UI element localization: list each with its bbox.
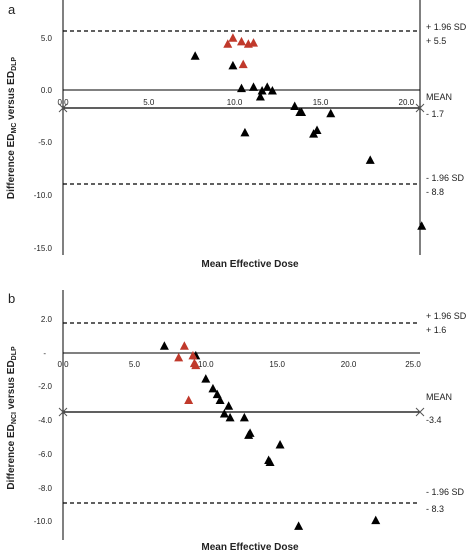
panel-label-a: a bbox=[8, 2, 16, 17]
mean-label-a: MEAN bbox=[426, 92, 452, 102]
data-point bbox=[208, 383, 218, 393]
y-tick-label: -5.0 bbox=[38, 138, 52, 147]
x-tick-label: 5.0 bbox=[143, 98, 155, 107]
data-point bbox=[191, 360, 201, 370]
x-tick-label: 25.0 bbox=[405, 360, 421, 369]
x-tick-label: 15.0 bbox=[269, 360, 285, 369]
data-point bbox=[245, 428, 255, 437]
lower-limit-label-a: - 1.96 SD bbox=[426, 173, 465, 183]
lower-limit-value-b: - 8.3 bbox=[426, 504, 444, 514]
y-tick-label: - bbox=[43, 349, 46, 358]
data-point bbox=[188, 350, 198, 360]
y-ticks-a: 5.0 0.0 -5.0 -10.0 -15.0 bbox=[34, 34, 53, 253]
data-point bbox=[239, 412, 249, 422]
panel-a: a 0.0 5.0 10.0 15.0 20.0 5.0 0.0 -5.0 -1… bbox=[6, 0, 467, 270]
data-point bbox=[225, 412, 235, 422]
x-tick-label: 0.0 bbox=[57, 98, 69, 107]
x-tick-label: 15.0 bbox=[313, 98, 329, 107]
data-point bbox=[297, 107, 307, 117]
data-point bbox=[228, 33, 238, 42]
y-tick-label: -6.0 bbox=[38, 450, 52, 459]
y-axis-title-b: Difference EDNCI versus EDDLP bbox=[6, 346, 18, 490]
mean-end-marker-left-a bbox=[58, 103, 68, 113]
mean-end-marker-right-b bbox=[415, 407, 425, 417]
mean-value-a: - 1.7 bbox=[426, 109, 444, 119]
x-tick-label: 20.0 bbox=[399, 98, 415, 107]
x-tick-label: 20.0 bbox=[341, 360, 357, 369]
upper-limit-value-b: + 1.6 bbox=[426, 325, 446, 335]
mean-label-b: MEAN bbox=[426, 392, 452, 402]
y-tick-label: 2.0 bbox=[41, 315, 53, 324]
data-point bbox=[219, 409, 229, 418]
x-tick-label: 0.0 bbox=[57, 360, 69, 369]
data-point bbox=[417, 221, 427, 230]
data-point bbox=[215, 395, 225, 404]
y-axis-title-a: Difference EDMC versus EDDLP bbox=[6, 57, 18, 200]
y-tick-label: -10.0 bbox=[34, 517, 53, 526]
y-tick-label: -4.0 bbox=[38, 416, 52, 425]
x-axis-title-a: Mean Effective Dose bbox=[201, 259, 299, 270]
panel-label-b: b bbox=[8, 291, 15, 306]
mean-value-b: -3.4 bbox=[426, 415, 442, 425]
panel-b: b 0.0 5.0 10.0 15.0 20.0 25.0 2.0 - -2.0… bbox=[6, 290, 467, 553]
data-point bbox=[228, 60, 238, 70]
data-point bbox=[159, 341, 169, 350]
y-tick-label: -10.0 bbox=[34, 191, 53, 200]
x-tick-label: 5.0 bbox=[129, 360, 141, 369]
data-point bbox=[312, 125, 322, 134]
upper-limit-label-a: + 1.96 SD bbox=[426, 22, 467, 32]
x-tick-label: 10.0 bbox=[227, 98, 243, 107]
data-point bbox=[184, 395, 194, 404]
mean-end-marker-left-b bbox=[58, 407, 68, 417]
data-point bbox=[212, 389, 222, 399]
data-point bbox=[238, 59, 248, 69]
x-ticks-b: 0.0 5.0 10.0 15.0 20.0 25.0 bbox=[57, 360, 421, 369]
data-point bbox=[224, 401, 234, 410]
data-point bbox=[249, 82, 259, 91]
data-point bbox=[267, 85, 277, 95]
data-point bbox=[371, 515, 381, 525]
lower-limit-label-b: - 1.96 SD bbox=[426, 487, 465, 497]
points-b bbox=[159, 341, 381, 530]
y-ticks-b: 2.0 - -2.0 -4.0 -6.0 -8.0 -10.0 bbox=[34, 315, 53, 526]
x-axis-title-b: Mean Effective Dose bbox=[201, 542, 299, 553]
data-point bbox=[240, 127, 250, 137]
data-point bbox=[275, 440, 285, 449]
data-point bbox=[223, 39, 233, 48]
x-ticks-a: 0.0 5.0 10.0 15.0 20.0 bbox=[57, 98, 414, 107]
y-tick-label: -15.0 bbox=[34, 244, 53, 253]
data-point bbox=[237, 36, 246, 46]
lower-limit-value-a: - 8.8 bbox=[426, 187, 444, 197]
y-tick-label: 0.0 bbox=[41, 86, 53, 95]
upper-limit-value-a: + 5.5 bbox=[426, 36, 446, 46]
data-point bbox=[237, 83, 246, 93]
mean-end-marker-right-a bbox=[415, 103, 425, 113]
data-point bbox=[326, 108, 336, 118]
y-tick-label: 5.0 bbox=[41, 34, 53, 43]
upper-limit-label-b: + 1.96 SD bbox=[426, 311, 467, 321]
data-point bbox=[174, 352, 184, 362]
y-tick-label: -2.0 bbox=[38, 382, 52, 391]
data-point bbox=[365, 155, 375, 164]
data-point bbox=[262, 82, 272, 91]
data-point bbox=[190, 51, 200, 60]
data-point bbox=[201, 374, 211, 383]
data-point bbox=[257, 85, 267, 95]
points-a bbox=[190, 33, 427, 230]
data-point bbox=[179, 341, 189, 350]
y-tick-label: -8.0 bbox=[38, 484, 52, 493]
data-point bbox=[255, 91, 265, 101]
data-point bbox=[294, 521, 304, 530]
x-tick-label: 10.0 bbox=[198, 360, 214, 369]
data-point bbox=[249, 38, 259, 47]
data-point bbox=[265, 457, 275, 466]
data-point bbox=[290, 101, 300, 111]
